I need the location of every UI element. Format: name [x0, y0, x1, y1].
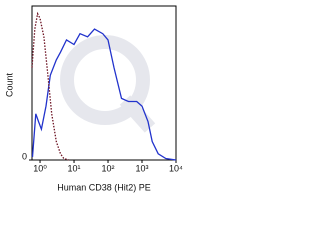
- series-line: [31, 28, 177, 161]
- page: {"chart_data": {"type": "line", "x_label…: [4, 5, 184, 193]
- plot-frame: [31, 5, 177, 161]
- x-tick-label: 10³: [136, 163, 149, 173]
- x-tick-label: 10⁰: [33, 163, 47, 173]
- x-tick-label: 10²: [102, 163, 115, 173]
- y-axis-label: Count: [4, 73, 14, 98]
- y-tick-label: 0: [22, 151, 27, 161]
- x-tick-label: 10¹: [68, 163, 81, 173]
- x-tick-label: 10⁴: [169, 163, 183, 173]
- chart: Count Human CD38 (Hit2) PE 10⁰ 10¹ 10² 10³ 1…: [4, 5, 183, 192]
- x-axis-label: Human CD38 (Hit2) PE: [57, 182, 151, 192]
- watermark: [60, 35, 156, 133]
- series-line: [31, 11, 69, 161]
